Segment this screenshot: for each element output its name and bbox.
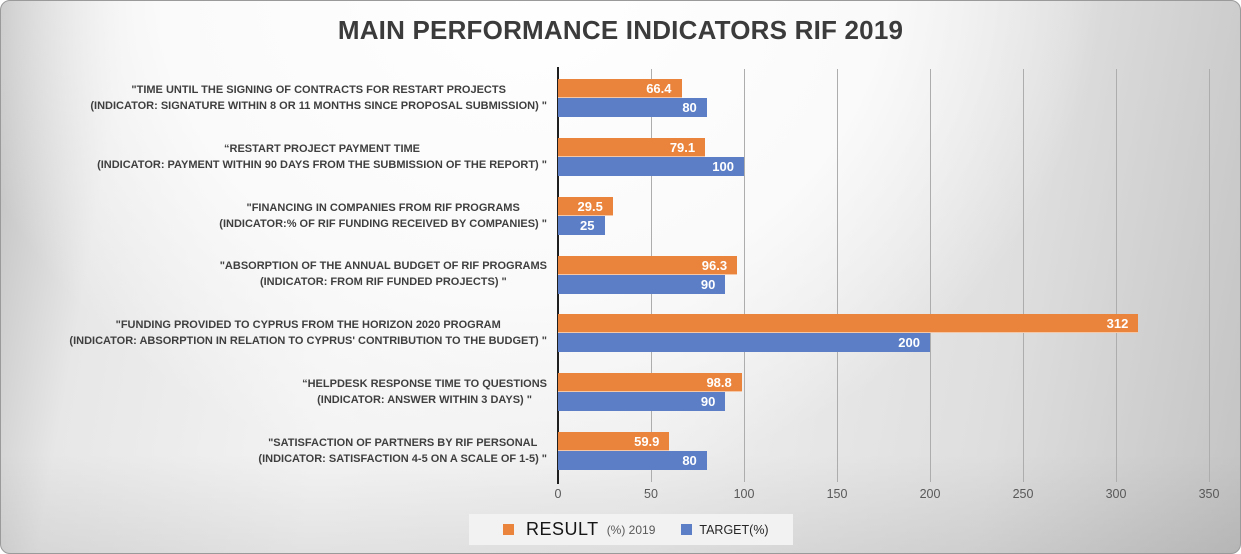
- result-bar: 66.4: [558, 79, 682, 99]
- x-tick-label: 50: [644, 487, 658, 501]
- data-label: 98.8: [706, 374, 732, 390]
- plot-area: 66.4 80 79.1 100 29.5 25 96.3 90 312 200 98.8 90 59.…: [557, 67, 1210, 484]
- gridline: [1209, 69, 1210, 482]
- gridline: [744, 69, 745, 482]
- x-tick-label: 200: [919, 487, 941, 501]
- x-tick-label: 0: [554, 487, 562, 501]
- data-label: 312: [1106, 316, 1129, 332]
- result-bar: 29.5: [558, 196, 613, 216]
- category-label-text: "TIME UNTIL THE SIGNING OF CONTRACTS FOR…: [90, 84, 547, 113]
- x-tick-label: 150: [826, 487, 848, 501]
- data-label: 90: [700, 393, 716, 409]
- target-bar: 80: [558, 98, 707, 118]
- category-labels: "TIME UNTIL THE SIGNING OF CONTRACTS FOR…: [1, 1, 547, 553]
- data-label: 59.9: [634, 433, 660, 449]
- gridline: [930, 69, 931, 482]
- data-label: 66.4: [646, 81, 672, 97]
- data-label: 80: [682, 452, 697, 468]
- category-label: "TIME UNTIL THE SIGNING OF CONTRACTS FOR…: [1, 69, 547, 128]
- target-bar: 80: [558, 450, 707, 470]
- legend: RESULT (%) 2019 TARGET(%): [469, 514, 793, 545]
- result-bar: 79.1: [558, 138, 706, 158]
- x-tick-label: 300: [1105, 487, 1127, 501]
- category-label-text: "FUNDING PROVIDED TO CYPRUS FROM THE HOR…: [69, 319, 547, 348]
- category-label-text: "FINANCING IN COMPANIES FROM RIF PROGRAM…: [219, 201, 547, 230]
- category-label-text: "SATISFACTION OF PARTNERS BY RIF PERSONA…: [258, 436, 547, 465]
- category-label: "FINANCING IN COMPANIES FROM RIF PROGRAM…: [1, 186, 547, 245]
- result-bar: 59.9: [558, 431, 670, 451]
- data-label: 96.3: [701, 257, 728, 273]
- x-tick-label: 350: [1198, 487, 1220, 501]
- result-legend-sublabel: (%) 2019: [606, 522, 656, 537]
- target-bar: 25: [558, 215, 605, 235]
- data-label: 25: [580, 217, 595, 233]
- data-label: 100: [712, 159, 734, 175]
- data-label: 80: [682, 100, 697, 116]
- data-label: 29.5: [577, 198, 603, 214]
- target-bar: 90: [558, 391, 726, 411]
- data-label: 79.1: [669, 140, 696, 156]
- result-bar: 312: [558, 314, 1139, 334]
- result-bar: 96.3: [558, 255, 738, 275]
- category-label: "SATISFACTION OF PARTNERS BY RIF PERSONA…: [1, 421, 547, 480]
- result-legend-swatch: [503, 524, 514, 535]
- target-bar: 200: [558, 333, 930, 353]
- category-label-text: “HELPDESK RESPONSE TIME TO QUESTIONS (IND…: [302, 377, 547, 406]
- category-label: “HELPDESK RESPONSE TIME TO QUESTIONS (IND…: [1, 363, 547, 422]
- data-label: 90: [700, 276, 716, 292]
- target-legend-label: TARGET(%): [699, 522, 769, 537]
- x-tick-label: 250: [1012, 487, 1034, 501]
- category-label: "ABSORPTION OF THE ANNUAL BUDGET OF RIF …: [1, 245, 547, 304]
- result-bar: 98.8: [558, 372, 742, 392]
- category-label-text: "ABSORPTION OF THE ANNUAL BUDGET OF RIF …: [219, 260, 547, 289]
- category-label: “RESTART PROJECT PAYMENT TIME (INDICATOR:…: [1, 128, 547, 187]
- target-bar: 90: [558, 274, 726, 294]
- data-label: 200: [898, 335, 920, 351]
- category-label-text: “RESTART PROJECT PAYMENT TIME (INDICATOR:…: [97, 143, 547, 172]
- gridline: [837, 69, 838, 482]
- chart-title: MAIN PERFORMANCE INDICATORS RIF 2019: [337, 15, 904, 45]
- gridline: [1023, 69, 1024, 482]
- category-label: "FUNDING PROVIDED TO CYPRUS FROM THE HOR…: [1, 304, 547, 363]
- result-legend-label: RESULT: [526, 519, 599, 539]
- x-tick-label: 100: [733, 487, 755, 501]
- target-bar: 100: [558, 157, 744, 177]
- gridline: [1116, 69, 1117, 482]
- target-legend-swatch: [681, 524, 693, 535]
